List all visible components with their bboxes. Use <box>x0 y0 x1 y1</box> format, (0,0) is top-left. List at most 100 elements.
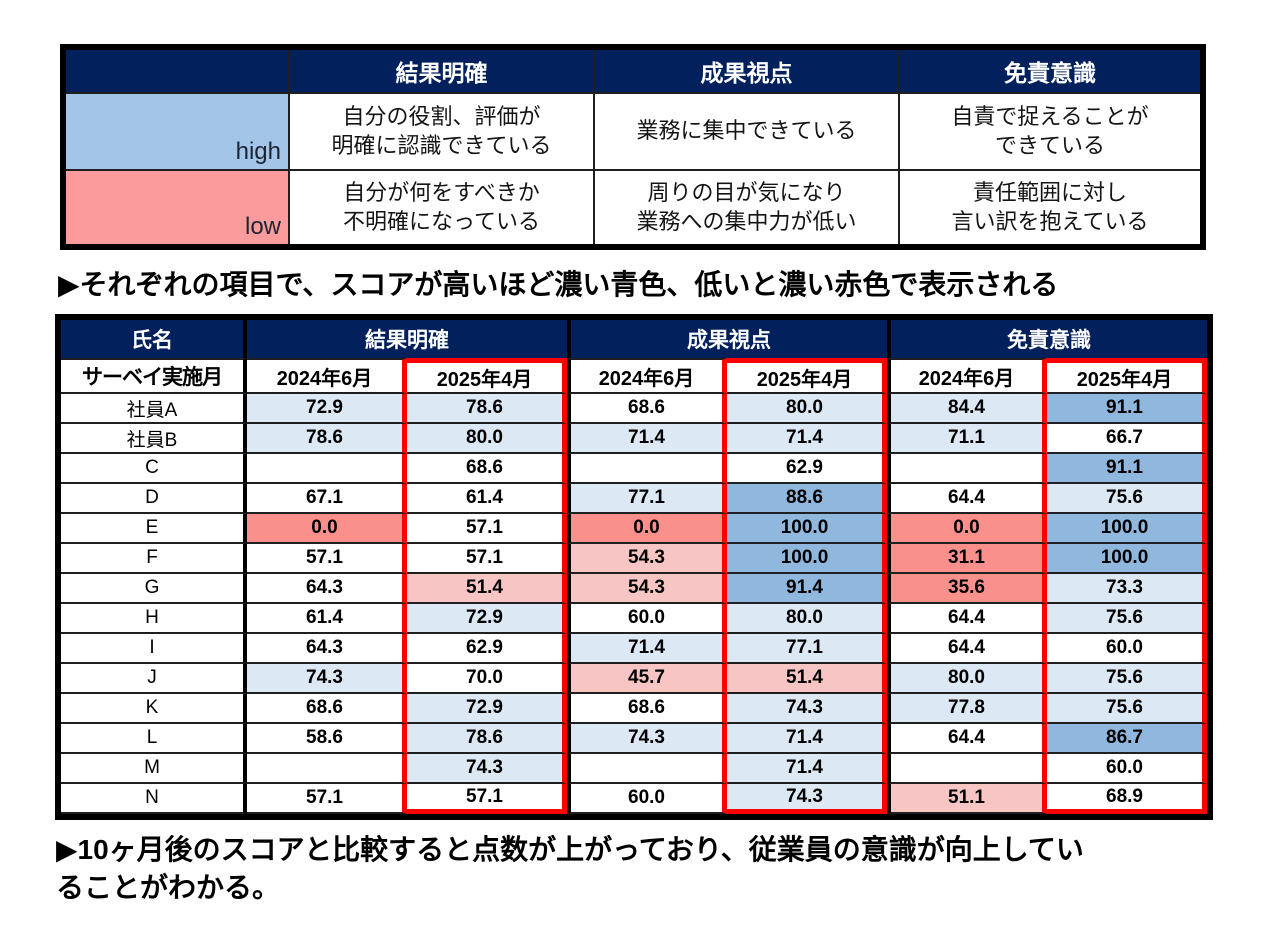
score-cell: 64.4 <box>887 484 1047 514</box>
employee-name: J <box>61 664 247 694</box>
month-header-2024-06: 2024年6月 <box>567 358 727 394</box>
legend-row-label-high: high <box>62 92 290 171</box>
score-cell: 74.3 <box>727 694 887 724</box>
score-cell: 75.6 <box>1047 484 1207 514</box>
score-cell: 0.0 <box>887 514 1047 544</box>
employee-name: M <box>61 754 247 784</box>
employee-name: F <box>61 544 247 574</box>
score-cell: 64.4 <box>887 634 1047 664</box>
score-cell <box>247 754 407 784</box>
score-cell: 57.1 <box>247 544 407 574</box>
score-cell: 45.7 <box>567 664 727 694</box>
legend-header: 結果明確 成果視点 免責意識 <box>62 46 1204 94</box>
score-cell: 75.6 <box>1047 664 1207 694</box>
employee-name: K <box>61 694 247 724</box>
legend-description-cell: 自分の役割、評価が 明確に認識できている <box>288 92 595 171</box>
score-cell: 60.0 <box>567 604 727 634</box>
score-cell: 31.1 <box>887 544 1047 574</box>
score-cell: 72.9 <box>247 394 407 424</box>
month-header-2025-04: 2025年4月 <box>1047 358 1207 394</box>
score-cell: 68.6 <box>567 694 727 724</box>
score-cell: 66.7 <box>1047 424 1207 454</box>
score-row-M: M 74.3 71.4 60.0 <box>61 754 1207 784</box>
score-name-header: 氏名 <box>61 320 247 358</box>
score-cell: 64.3 <box>247 574 407 604</box>
score-cell: 100.0 <box>1047 544 1207 574</box>
score-cell: 68.6 <box>407 454 567 484</box>
legend-description-cell: 自分が何をすべきか 不明確になっている <box>288 169 595 248</box>
score-row-G: G 64.3 51.4 54.3 91.4 35.6 73.3 <box>61 574 1207 604</box>
legend-table: 結果明確 成果視点 免責意識 high 自分の役割、評価が 明確に認識できている 業務に… <box>60 44 1206 250</box>
score-cell: 60.0 <box>1047 754 1207 784</box>
score-row-社員A: 社員A 72.9 78.6 68.6 80.0 84.4 91.1 <box>61 394 1207 424</box>
score-row-E: E 0.0 57.1 0.0 100.0 0.0 100.0 <box>61 514 1207 544</box>
score-header: 氏名 結果明確 成果視点 免責意識 サーベイ実施月 2024年6月 2025年4月 2024年… <box>61 320 1207 394</box>
score-cell: 72.9 <box>407 694 567 724</box>
score-cell: 70.0 <box>407 664 567 694</box>
score-cell: 57.1 <box>407 784 567 814</box>
score-cell: 71.4 <box>727 754 887 784</box>
score-cell: 91.1 <box>1047 454 1207 484</box>
legend-column-header-1: 結果明確 <box>288 46 595 94</box>
score-row-F: F 57.1 57.1 54.3 100.0 31.1 100.0 <box>61 544 1207 574</box>
score-cell: 71.1 <box>887 424 1047 454</box>
score-cell: 71.4 <box>727 724 887 754</box>
score-cell: 57.1 <box>407 514 567 544</box>
score-cell: 88.6 <box>727 484 887 514</box>
score-body: 社員A 72.9 78.6 68.6 80.0 84.4 91.1 社員B 78.6 80.0 71… <box>61 394 1207 814</box>
score-row-J: J 74.3 70.0 45.7 51.4 80.0 75.6 <box>61 664 1207 694</box>
score-row-D: D 67.1 61.4 77.1 88.6 64.4 75.6 <box>61 484 1207 514</box>
score-cell: 72.9 <box>407 604 567 634</box>
score-row-社員B: 社員B 78.6 80.0 71.4 71.4 71.1 66.7 <box>61 424 1207 454</box>
legend-corner-cell <box>62 46 290 94</box>
score-cell: 64.4 <box>887 724 1047 754</box>
employee-name: N <box>61 784 247 814</box>
score-cell: 54.3 <box>567 574 727 604</box>
score-cell: 80.0 <box>727 394 887 424</box>
score-cell: 62.9 <box>727 454 887 484</box>
score-row-H: H 61.4 72.9 60.0 80.0 64.4 75.6 <box>61 604 1207 634</box>
score-cell <box>887 454 1047 484</box>
score-cell: 0.0 <box>567 514 727 544</box>
score-table: 氏名 結果明確 成果視点 免責意識 サーベイ実施月 2024年6月 2025年4月 2024年… <box>55 314 1213 820</box>
employee-name: C <box>61 454 247 484</box>
employee-name: G <box>61 574 247 604</box>
score-cell: 74.3 <box>727 784 887 814</box>
score-cell: 57.1 <box>407 544 567 574</box>
legend-description-cell: 周りの目が気になり 業務への集中力が低い <box>593 169 900 248</box>
month-header-2025-04: 2025年4月 <box>727 358 887 394</box>
score-cell: 51.4 <box>727 664 887 694</box>
score-cell: 91.1 <box>1047 394 1207 424</box>
legend-description-cell: 自責で捉えることが できている <box>898 92 1204 171</box>
score-cell: 68.9 <box>1047 784 1207 814</box>
month-header-2024-06: 2024年6月 <box>247 358 407 394</box>
score-cell: 61.4 <box>407 484 567 514</box>
score-cell <box>567 754 727 784</box>
score-cell: 57.1 <box>247 784 407 814</box>
score-cell: 73.3 <box>1047 574 1207 604</box>
score-row-C: C 68.6 62.9 91.1 <box>61 454 1207 484</box>
score-cell: 86.7 <box>1047 724 1207 754</box>
score-cell: 67.1 <box>247 484 407 514</box>
score-cell: 62.9 <box>407 634 567 664</box>
employee-name: I <box>61 634 247 664</box>
score-cell <box>247 454 407 484</box>
legend-description-cell: 業務に集中できている <box>593 92 900 171</box>
score-cell: 51.1 <box>887 784 1047 814</box>
employee-name: 社員A <box>61 394 247 424</box>
score-cell: 75.6 <box>1047 604 1207 634</box>
score-cell: 78.6 <box>407 724 567 754</box>
employee-name: H <box>61 604 247 634</box>
score-group-header-3: 免責意識 <box>887 320 1207 358</box>
score-cell: 80.0 <box>887 664 1047 694</box>
score-cell: 78.6 <box>407 394 567 424</box>
legend-row-label-low: low <box>62 169 290 248</box>
score-cell: 68.6 <box>567 394 727 424</box>
score-cell: 35.6 <box>887 574 1047 604</box>
score-cell: 74.3 <box>247 664 407 694</box>
score-row-I: I 64.3 62.9 71.4 77.1 64.4 60.0 <box>61 634 1207 664</box>
score-cell: 58.6 <box>247 724 407 754</box>
score-cell <box>887 754 1047 784</box>
score-cell: 75.6 <box>1047 694 1207 724</box>
